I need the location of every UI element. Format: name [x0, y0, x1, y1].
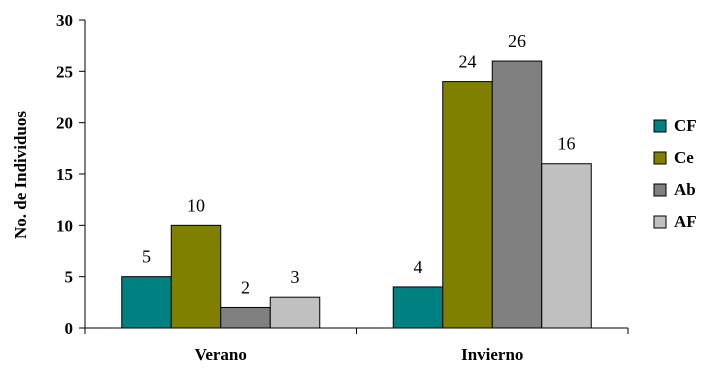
- legend-swatch-cf: [653, 119, 667, 133]
- y-tick-label: 25: [56, 62, 73, 81]
- legend-swatch-ce: [653, 151, 667, 165]
- y-tick-label: 30: [56, 11, 73, 30]
- x-category-label: Invierno: [461, 345, 523, 364]
- data-label: 16: [558, 134, 576, 154]
- data-label: 5: [142, 247, 151, 267]
- data-labels: 5 10 2 3 4 24 26 16: [142, 31, 576, 297]
- legend-swatch-af: [653, 215, 667, 229]
- y-tick-label: 10: [56, 216, 73, 235]
- data-label: 26: [508, 31, 526, 51]
- bar-af-invierno: [541, 163, 592, 329]
- legend-swatch-ab: [653, 183, 667, 197]
- x-category-label: Verano: [195, 345, 247, 364]
- y-tick-label: 20: [56, 114, 73, 133]
- legend-label-cf: CF: [674, 116, 697, 135]
- bars: [121, 60, 592, 329]
- y-tick-label: 15: [56, 165, 73, 184]
- bar-ab-verano: [220, 306, 271, 329]
- y-axis-title: No. de Individuos: [11, 111, 30, 239]
- legend-label-af: AF: [674, 212, 697, 231]
- data-label: 3: [291, 267, 300, 287]
- bar-af-verano: [269, 296, 321, 329]
- bar-ce-invierno: [442, 81, 493, 329]
- legend-label-ce: Ce: [674, 148, 694, 167]
- legend: CF Ce Ab AF: [653, 116, 697, 231]
- data-label: 24: [459, 52, 477, 72]
- bar-ce-verano: [170, 224, 222, 329]
- data-label: 4: [414, 257, 423, 277]
- y-tick-label: 0: [65, 319, 74, 338]
- bar-cf-verano: [121, 276, 172, 329]
- bar-ab-invierno: [491, 60, 543, 329]
- data-label: 2: [241, 277, 250, 297]
- bar-cf-invierno: [392, 286, 444, 329]
- data-label: 10: [187, 195, 205, 215]
- y-tick-label: 5: [65, 268, 74, 287]
- legend-label-ab: Ab: [674, 180, 696, 199]
